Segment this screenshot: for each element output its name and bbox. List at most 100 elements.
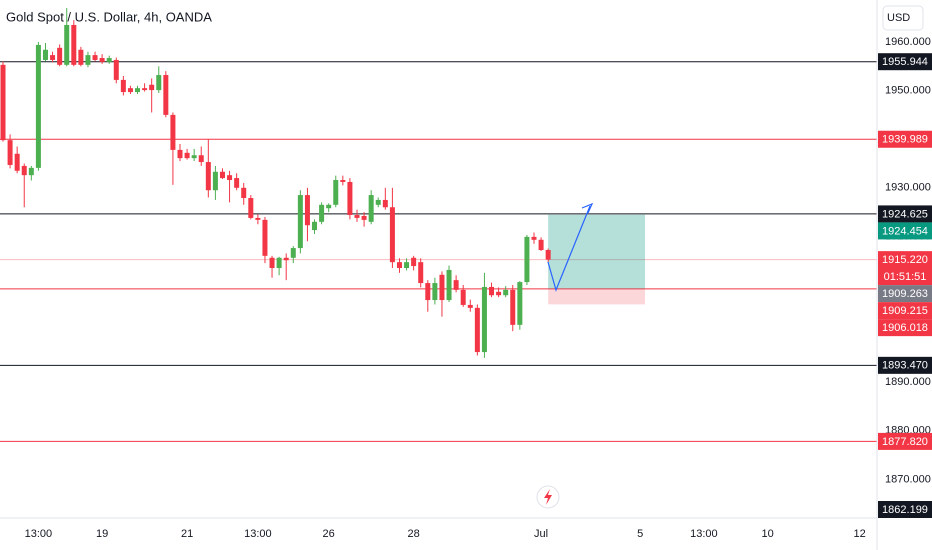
candle-body — [21, 165, 27, 176]
y-tick-label: 1930.000 — [885, 182, 931, 194]
price-tag — [878, 222, 932, 240]
currency-button[interactable] — [882, 5, 924, 31]
x-tick-label: 12 — [854, 528, 866, 540]
x-tick-label: 21 — [181, 528, 193, 540]
candle-body — [177, 149, 183, 159]
price-tag — [878, 285, 932, 303]
candle-body — [85, 55, 91, 65]
candle-body — [234, 178, 240, 188]
candle-body — [297, 195, 303, 249]
position-loss-zone — [548, 288, 645, 305]
price-tag-label: 1924.454 — [882, 225, 928, 237]
price-tag-label: 1939.989 — [882, 134, 928, 146]
candle-body — [467, 304, 473, 308]
arrow-head — [581, 202, 594, 214]
candle-body — [7, 140, 13, 165]
candle-body — [64, 24, 70, 65]
x-tick-label: 26 — [323, 528, 335, 540]
forecast-arrow — [547, 205, 591, 292]
candle-body — [14, 153, 20, 171]
candle-body — [78, 49, 84, 65]
candle-body — [113, 59, 119, 80]
candle-body — [71, 24, 77, 65]
candle-body — [538, 239, 544, 251]
currency-label: USD — [887, 12, 910, 24]
candle-body — [212, 171, 218, 191]
candle-body — [489, 286, 495, 296]
price-tag-label: 1893.470 — [882, 360, 928, 372]
candle-body — [156, 75, 162, 91]
price-tag-label: 1906.018 — [882, 322, 928, 334]
candle-body — [283, 257, 289, 261]
price-tag — [878, 501, 932, 518]
price-tag-label: 1877.820 — [882, 436, 928, 448]
price-tag-label: 1955.944 — [882, 56, 928, 68]
candle-body — [170, 114, 176, 150]
candle-body — [57, 47, 63, 65]
candle-body — [425, 283, 431, 301]
candle-body — [0, 64, 6, 141]
candle-body — [127, 88, 133, 93]
candle-body — [545, 250, 551, 260]
candle-body — [42, 49, 48, 60]
candle-body — [35, 44, 41, 168]
candle-body — [510, 289, 516, 325]
candle-body — [375, 199, 381, 205]
candle-body — [191, 155, 197, 159]
candle-body — [382, 199, 388, 208]
candle-body — [290, 248, 296, 258]
candle-body — [446, 269, 452, 301]
candle-body — [531, 236, 537, 240]
candle-body — [496, 291, 502, 296]
y-tick-label: 1870.000 — [885, 473, 931, 485]
candle-body — [135, 88, 141, 93]
candle-body — [241, 187, 247, 199]
candle-body — [255, 217, 261, 220]
candle-body — [347, 181, 353, 216]
candle-body — [227, 175, 233, 181]
candle-body — [411, 257, 417, 267]
candle-body — [326, 204, 332, 209]
candle-body — [262, 219, 268, 256]
candle-body — [340, 180, 346, 182]
candle-body — [142, 88, 148, 91]
y-tick-label: 1890.000 — [885, 376, 931, 388]
price-tag — [878, 319, 932, 337]
x-tick-label: 13:00 — [244, 528, 272, 540]
candle-body — [92, 55, 98, 60]
x-tick-label: Jul — [534, 528, 548, 540]
candle-body — [361, 215, 367, 220]
price-tag-label: 1915.220 — [882, 254, 928, 266]
candle-body — [99, 58, 105, 62]
candle-body — [418, 262, 424, 284]
y-tick-label: 1960.000 — [885, 36, 931, 48]
candle-body — [312, 221, 318, 231]
candle-body — [354, 215, 360, 218]
x-tick-label: 13:00 — [690, 528, 718, 540]
candle-body — [276, 257, 282, 268]
candle-body — [50, 55, 56, 60]
candle-body — [184, 152, 190, 159]
x-tick-label: 13:00 — [25, 528, 53, 540]
price-tag-label: 1924.625 — [882, 208, 928, 220]
candle-body — [503, 289, 509, 296]
candle-body — [198, 155, 204, 163]
candle-body — [396, 262, 402, 268]
chart-title: Gold Spot / U.S. Dollar, 4h, OANDA — [6, 9, 212, 24]
y-tick-label: 1950.000 — [885, 85, 931, 97]
candle-body — [319, 204, 325, 222]
x-tick-label: 28 — [408, 528, 420, 540]
price-tag — [878, 53, 932, 71]
candle-body — [368, 195, 374, 222]
price-tag-label: 1862.199 — [882, 504, 928, 516]
x-tick-label: 5 — [637, 528, 643, 540]
candle-body — [205, 162, 211, 191]
candle-body — [453, 280, 459, 290]
candle-body — [404, 262, 410, 268]
candle-body — [304, 195, 310, 226]
candle-body — [432, 283, 438, 301]
price-tag — [878, 251, 932, 286]
price-tag — [878, 205, 932, 223]
candle-body — [149, 84, 155, 91]
